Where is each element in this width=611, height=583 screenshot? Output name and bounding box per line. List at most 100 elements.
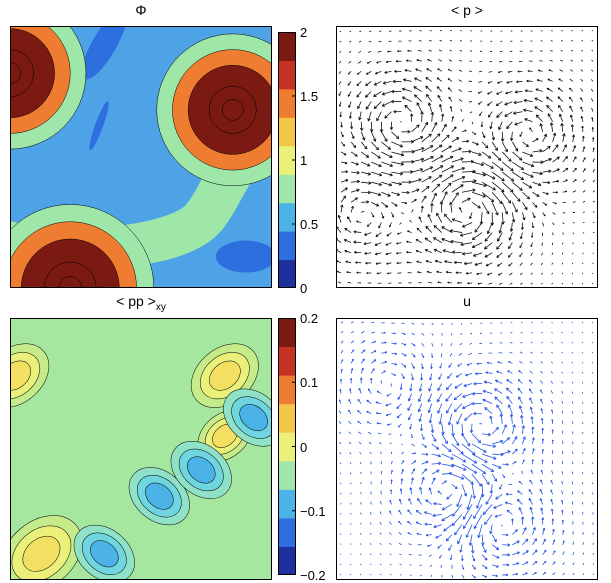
p-arrow-head <box>491 201 494 202</box>
u-arrow <box>512 473 513 474</box>
p-arrow <box>484 243 492 249</box>
p-arrow <box>437 87 442 92</box>
ppxy-contour-plot <box>10 318 272 580</box>
p-arrow-head <box>342 205 343 208</box>
u-arrow <box>530 352 532 353</box>
u-arrow <box>572 352 573 353</box>
u-arrow <box>582 392 583 394</box>
p-arrow <box>422 167 433 172</box>
p-arrow <box>440 40 442 41</box>
p-arrow <box>349 61 352 63</box>
u-arrow <box>572 382 573 384</box>
p-arrow <box>482 152 491 158</box>
colorbar-band <box>278 117 296 146</box>
p-arrow <box>371 152 380 158</box>
colorbar-band <box>278 231 296 260</box>
u-arrow <box>467 494 472 509</box>
u-arrow <box>592 322 593 323</box>
p-arrow <box>432 145 442 152</box>
u-arrow-head <box>448 422 449 425</box>
u-arrow <box>349 442 351 444</box>
p-arrow <box>412 209 414 212</box>
p-arrow <box>572 273 573 274</box>
u-arrow-head <box>448 451 451 452</box>
p-arrow <box>592 108 593 112</box>
p-arrow <box>499 61 502 62</box>
u-arrow <box>482 464 494 471</box>
u-arrow <box>466 525 472 538</box>
u-arrow <box>520 352 522 353</box>
p-arrow <box>542 243 543 246</box>
p-arrow <box>582 30 583 31</box>
p-arrow <box>571 40 573 41</box>
p-arrow <box>432 175 442 182</box>
p-arrow-head <box>443 250 446 251</box>
u-arrow <box>582 362 583 363</box>
u-arrow <box>522 471 523 474</box>
u-arrow <box>541 322 542 323</box>
u-arrow <box>389 532 391 534</box>
p-arrow-head <box>507 126 508 129</box>
p-arrow <box>357 81 361 85</box>
p-arrow <box>412 125 420 132</box>
u-arrow <box>551 362 552 364</box>
p-arrow <box>571 60 573 61</box>
p-arrow <box>339 81 341 84</box>
p-arrow <box>440 30 442 31</box>
p-arrow <box>502 202 507 214</box>
u-arrow <box>541 362 543 364</box>
p-arrow <box>489 283 493 284</box>
p-arrow <box>550 60 553 61</box>
u-arrow <box>484 515 492 525</box>
p-arrow <box>510 283 513 285</box>
p-arrow <box>462 119 464 121</box>
p-arrow <box>442 227 452 233</box>
p-arrow <box>460 50 462 51</box>
ppxy-title-sub: xy <box>156 302 166 313</box>
u-arrow <box>360 574 361 575</box>
p-arrow <box>409 220 411 223</box>
p-arrow <box>593 201 595 202</box>
u-arrow-head <box>430 378 431 380</box>
p-arrow-head <box>402 88 405 89</box>
u-arrow-head <box>424 477 425 479</box>
u-arrow-head <box>394 333 395 334</box>
u-arrow <box>360 452 362 454</box>
colorbar-band <box>278 203 296 232</box>
p-arrow <box>459 89 462 91</box>
u-arrow-head <box>460 550 461 553</box>
u-arrow <box>519 361 522 363</box>
p-arrow <box>442 135 449 142</box>
phi-title: Φ <box>10 2 272 18</box>
p-arrow-head <box>390 175 393 176</box>
u-arrow <box>380 512 381 515</box>
p-arrow <box>460 40 462 41</box>
u-arrow <box>572 472 573 475</box>
u-arrow <box>340 453 341 454</box>
u-arrow <box>370 452 371 454</box>
u-arrow <box>340 574 341 575</box>
u-title: u <box>336 293 598 309</box>
p-arrow <box>531 273 533 275</box>
u-arrow <box>502 438 509 444</box>
p-arrow-head <box>520 237 521 239</box>
p-arrow <box>541 283 542 284</box>
p-arrow-head <box>443 114 444 117</box>
u-arrow <box>370 554 371 555</box>
u-arrow <box>359 442 361 444</box>
u-arrow <box>451 343 452 346</box>
p-arrow <box>422 186 429 192</box>
p-arrow <box>541 273 542 275</box>
p-arrow <box>563 223 565 225</box>
p-quiver-plot <box>336 26 598 288</box>
ppxy-title: < pp >xy <box>10 293 272 313</box>
p-arrow-head <box>379 175 382 176</box>
p-arrow <box>583 233 584 234</box>
u-arrow <box>471 323 472 324</box>
u-arrow <box>412 323 415 324</box>
u-arrow <box>572 372 573 373</box>
p-arrow <box>581 60 583 61</box>
u-arrow <box>551 391 552 394</box>
p-arrow-head <box>403 79 406 80</box>
u-arrow <box>572 491 573 494</box>
